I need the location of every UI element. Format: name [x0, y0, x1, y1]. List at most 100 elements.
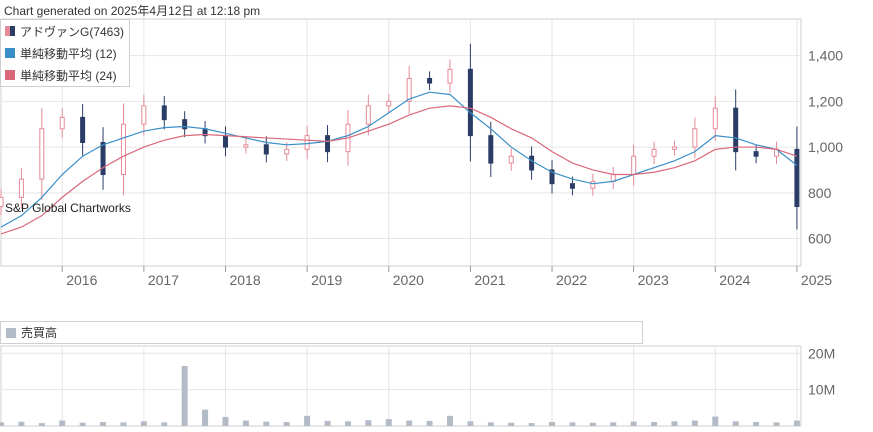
candle-body	[590, 180, 596, 189]
price-plot-frame	[0, 18, 802, 267]
price-ytick-label: 800	[808, 185, 832, 201]
volume-bar	[344, 421, 351, 426]
price-ytick-label: 600	[808, 231, 832, 247]
sma24-swatch-icon	[5, 70, 15, 80]
moving-average-line-2	[0, 105, 798, 235]
price-ytick-label: 1,000	[808, 139, 843, 155]
candle-body	[80, 116, 86, 143]
price-ytick-label: 1,200	[808, 93, 843, 109]
candle-body	[753, 151, 759, 157]
volume-bars	[0, 366, 800, 426]
candle-body	[222, 135, 228, 148]
x-tick-label: 2016	[66, 272, 97, 288]
volume-bar	[793, 420, 800, 426]
moving-average-line-1	[0, 91, 798, 228]
volume-bar	[79, 422, 86, 426]
volume-bar	[467, 421, 474, 426]
volume-bar	[181, 366, 188, 426]
volume-bar	[38, 423, 45, 426]
candle-body	[427, 77, 433, 84]
volume-legend: 売買高	[0, 321, 643, 344]
moving-average-lines	[0, 91, 798, 235]
candle-body	[243, 144, 249, 148]
volume-bar	[753, 422, 760, 426]
volume-bar	[59, 420, 66, 426]
volume-ytick-label: 10M	[808, 382, 835, 398]
x-tick-label: 2019	[311, 272, 342, 288]
candle-body	[59, 116, 65, 130]
volume-bar	[732, 421, 739, 426]
x-tick-label: 2017	[148, 272, 179, 288]
candle-body	[182, 119, 188, 130]
legend-label-sma12: 単純移動平均 (12)	[20, 46, 117, 61]
chart-generated-caption: Chart generated on 2025年4月12日 at 12:18 p…	[4, 4, 261, 18]
volume-swatch-icon	[6, 327, 16, 338]
volume-bar	[773, 422, 780, 426]
candle-body	[733, 107, 739, 153]
candle-body	[161, 105, 167, 121]
candle-body	[18, 178, 24, 198]
volume-bar	[691, 420, 698, 426]
candle-body	[263, 144, 269, 155]
volume-bar	[446, 415, 453, 426]
volume-bar	[365, 420, 372, 426]
volume-bar	[651, 422, 658, 426]
candle-body	[794, 148, 800, 208]
volume-bar	[508, 422, 515, 426]
candle-body	[141, 105, 147, 125]
candle-body	[100, 142, 106, 176]
candle-body	[284, 148, 290, 155]
price-axes: 600 800 1,000 1,200 1,400 2016 2017 2018 2019 202…	[61, 48, 843, 288]
candle-body	[120, 123, 126, 176]
candle-body	[447, 68, 453, 84]
volume-bar	[610, 422, 617, 426]
volume-bar	[630, 421, 637, 426]
volume-bar	[324, 420, 331, 426]
x-tick-label: 2022	[556, 272, 587, 288]
volume-bar	[242, 420, 249, 426]
x-tick-label: 2021	[474, 272, 505, 288]
volume-bar	[712, 416, 719, 426]
volume-bar	[263, 421, 270, 426]
candle-body	[569, 183, 575, 189]
chart-watermark: S&P Global Chartworks	[5, 201, 131, 215]
candle-body	[508, 155, 514, 164]
candle-body	[365, 105, 371, 125]
candle-body	[549, 169, 555, 185]
candle-body	[325, 135, 331, 153]
x-tick-label: 2024	[719, 272, 750, 288]
x-tick-label: 2020	[393, 272, 424, 288]
legend-item-sma24[interactable]: 単純移動平均 (24)	[1, 64, 129, 86]
volume-ytick-label: 20M	[808, 345, 835, 361]
price-legend: アドヴァンG(7463) 単純移動平均 (12) 単純移動平均 (24)	[0, 19, 130, 87]
volume-bar	[426, 420, 433, 426]
price-ytick-label: 1,400	[808, 48, 843, 64]
volume-bar	[222, 416, 229, 426]
candle-swatch-icon	[5, 26, 15, 36]
volume-grid: 10M 20M	[0, 345, 835, 427]
volume-bar	[671, 421, 678, 426]
volume-bar	[0, 422, 4, 426]
candle-body	[467, 68, 473, 137]
candle-body	[39, 128, 45, 180]
candle-body	[671, 146, 677, 150]
sma12-swatch-icon	[5, 48, 15, 58]
volume-bar	[528, 423, 535, 426]
volume-bar	[385, 419, 392, 426]
legend-item-sma12[interactable]: 単純移動平均 (12)	[1, 42, 129, 64]
candle-body	[0, 196, 4, 208]
volume-bar	[161, 422, 168, 426]
candle-body	[406, 77, 412, 102]
volume-bar	[120, 422, 127, 426]
volume-bar	[18, 421, 25, 426]
x-tick-label: 2023	[638, 272, 669, 288]
candle-body	[631, 155, 637, 176]
volume-legend-label: 売買高	[21, 326, 58, 340]
volume-bar	[589, 422, 596, 426]
legend-item-stock[interactable]: アドヴァンG(7463)	[1, 20, 129, 42]
volume-bar	[406, 420, 413, 426]
candle-body	[529, 155, 535, 171]
candle-body	[304, 135, 310, 150]
volume-plot-frame	[0, 345, 802, 427]
